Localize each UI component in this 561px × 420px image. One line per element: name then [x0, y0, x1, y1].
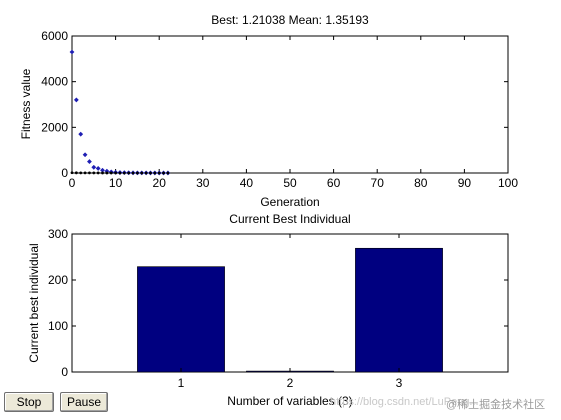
fitness-plot-axes-box — [71, 35, 509, 174]
best-fitness-point — [122, 171, 126, 175]
best-fitness-point — [79, 171, 83, 175]
fitness-ytick-label: 2000 — [41, 120, 68, 134]
mean-fitness-point — [82, 152, 88, 158]
mean-fitness-point — [91, 164, 97, 170]
best-fitness-point — [70, 171, 74, 175]
fitness-xtick-label: 0 — [69, 176, 76, 190]
best-fitness-point — [83, 171, 87, 175]
best-fitness-point — [92, 171, 96, 175]
fitness-ytick-label: 0 — [61, 166, 68, 180]
best-fitness-point — [96, 171, 100, 175]
best-individual-bar — [355, 247, 443, 373]
fitness-plot-title: Best: 1.21038 Mean: 1.35193 — [211, 13, 369, 27]
best-fitness-point — [105, 171, 109, 175]
best-individual-title: Current Best Individual — [229, 212, 350, 226]
watermark-url: https://blog.csdn.net/LuPeng... — [330, 396, 479, 408]
best-fitness-point — [166, 171, 170, 175]
fitness-xtick-label: 20 — [153, 176, 167, 190]
pause-button[interactable]: Pause — [60, 392, 108, 412]
best-ytick-label: 300 — [48, 227, 68, 241]
mean-fitness-point — [95, 166, 101, 171]
mean-fitness-point — [87, 159, 92, 164]
best-fitness-point — [101, 171, 104, 175]
fitness-xtick-label: 90 — [458, 176, 472, 190]
fitness-plot-ylabel: Fitness value — [19, 68, 33, 139]
fitness-xtick-label: 30 — [196, 176, 210, 190]
best-individual-plot: Current Best Individual 0 100 200 300 1 2 3 N… — [27, 212, 509, 408]
fitness-xtick-label: 10 — [109, 176, 123, 190]
fitness-ytick-label: 4000 — [41, 75, 68, 89]
mean-fitness-point — [100, 167, 105, 173]
fitness-ytick-label: 6000 — [41, 29, 68, 43]
stop-button[interactable]: Stop — [4, 392, 54, 412]
fitness-xtick-label: 40 — [240, 176, 254, 190]
fitness-xtick-label: 70 — [371, 176, 385, 190]
watermark-brand: @稀土掘金技术社区 — [446, 399, 546, 411]
fitness-xtick-label: 50 — [283, 176, 297, 190]
best-fitness-point — [144, 171, 148, 175]
best-fitness-point — [114, 171, 117, 175]
best-fitness-point — [136, 171, 139, 175]
best-ytick-label: 100 — [48, 319, 68, 333]
fitness-xtick-label: 60 — [327, 176, 341, 190]
best-fitness-point — [118, 171, 122, 175]
mean-fitness-point — [73, 97, 79, 103]
best-xtick-label: 3 — [396, 376, 403, 390]
best-individual-ylabel: Current best individual — [27, 243, 41, 362]
fitness-xtick-label: 100 — [498, 176, 518, 190]
best-fitness-point — [127, 171, 131, 175]
fitness-xtick-label: 80 — [414, 176, 428, 190]
best-individual-bar — [137, 266, 225, 373]
best-fitness-point — [157, 171, 161, 175]
best-fitness-point — [88, 171, 91, 175]
mean-fitness-point — [69, 49, 75, 55]
best-fitness-point — [74, 171, 78, 175]
best-ytick-label: 200 — [48, 273, 68, 287]
fitness-plot-xlabel: Generation — [260, 195, 319, 209]
best-fitness-point — [162, 171, 165, 175]
mean-fitness-point — [78, 131, 84, 137]
best-fitness-point — [131, 171, 135, 175]
best-xtick-label: 2 — [287, 376, 294, 390]
best-individual-xlabel: Number of variables (3) — [227, 394, 352, 408]
best-fitness-point — [149, 171, 152, 175]
fitness-plot: Best: 1.21038 Mean: 1.35193 020004000600… — [19, 13, 518, 209]
best-fitness-point — [153, 171, 157, 175]
best-xtick-label: 1 — [178, 376, 185, 390]
best-ytick-label: 0 — [61, 365, 68, 379]
best-fitness-point — [140, 171, 144, 175]
best-fitness-point — [109, 171, 113, 175]
